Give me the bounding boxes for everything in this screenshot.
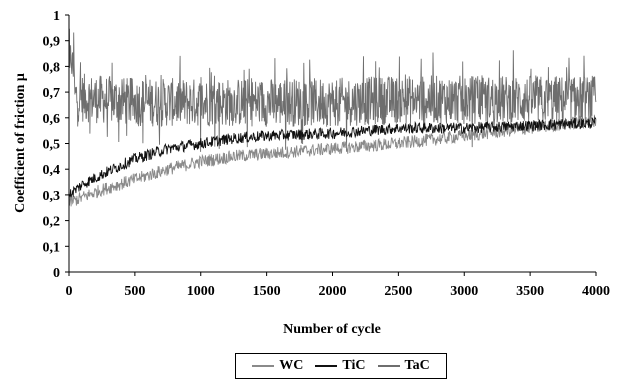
y-tick-label: 0,8	[43, 60, 61, 75]
series-line-wc	[68, 114, 597, 207]
x-tick-label: 1000	[187, 284, 215, 299]
y-tick-label: 0,5	[43, 138, 61, 153]
x-tick-label: 3000	[450, 284, 478, 299]
legend-swatch-tac	[377, 365, 400, 367]
x-tick-label: 2500	[384, 284, 412, 299]
y-tick-label: 0,7	[43, 86, 61, 101]
y-tick-label: 0,1	[43, 240, 61, 255]
legend-item-wc: WC	[252, 358, 303, 374]
legend: WC TiC TaC	[235, 353, 447, 379]
series-line-tac	[68, 28, 597, 152]
y-axis-title: Coefficient of friction μ	[13, 73, 28, 213]
y-tick-label: 0	[53, 266, 60, 281]
legend-label-tic: TiC	[342, 358, 366, 373]
x-axis-title: Number of cycle	[283, 322, 381, 337]
x-tick-label: 0	[66, 284, 73, 299]
legend-swatch-wc	[252, 365, 275, 367]
x-tick-label: 1500	[253, 284, 281, 299]
y-tick-label: 0,3	[43, 189, 61, 204]
legend-item-tic: TiC	[315, 358, 366, 374]
x-tick-label: 4000	[582, 284, 610, 299]
x-tick-label: 3500	[516, 284, 544, 299]
ticks-layer: 0 0,1 0,2 0,3 0,4 0,5 0,6 0,7 0,8 0,9 1 0 500 1000 150…	[43, 9, 611, 299]
legend-item-tac: TaC	[377, 358, 430, 374]
y-tick-label: 0,2	[43, 215, 61, 230]
x-tick-label: 500	[124, 284, 145, 299]
x-tick-label: 2000	[319, 284, 347, 299]
series-line-tic	[68, 115, 597, 199]
y-tick-label: 0,6	[43, 112, 61, 127]
series-layer	[68, 28, 597, 207]
legend-label-tac: TaC	[404, 358, 430, 373]
legend-swatch-tic	[315, 365, 338, 367]
legend-label-wc: WC	[279, 358, 304, 373]
y-tick-label: 1	[53, 9, 60, 24]
y-tick-label: 0,4	[43, 163, 61, 178]
y-tick-label: 0,9	[43, 35, 61, 50]
